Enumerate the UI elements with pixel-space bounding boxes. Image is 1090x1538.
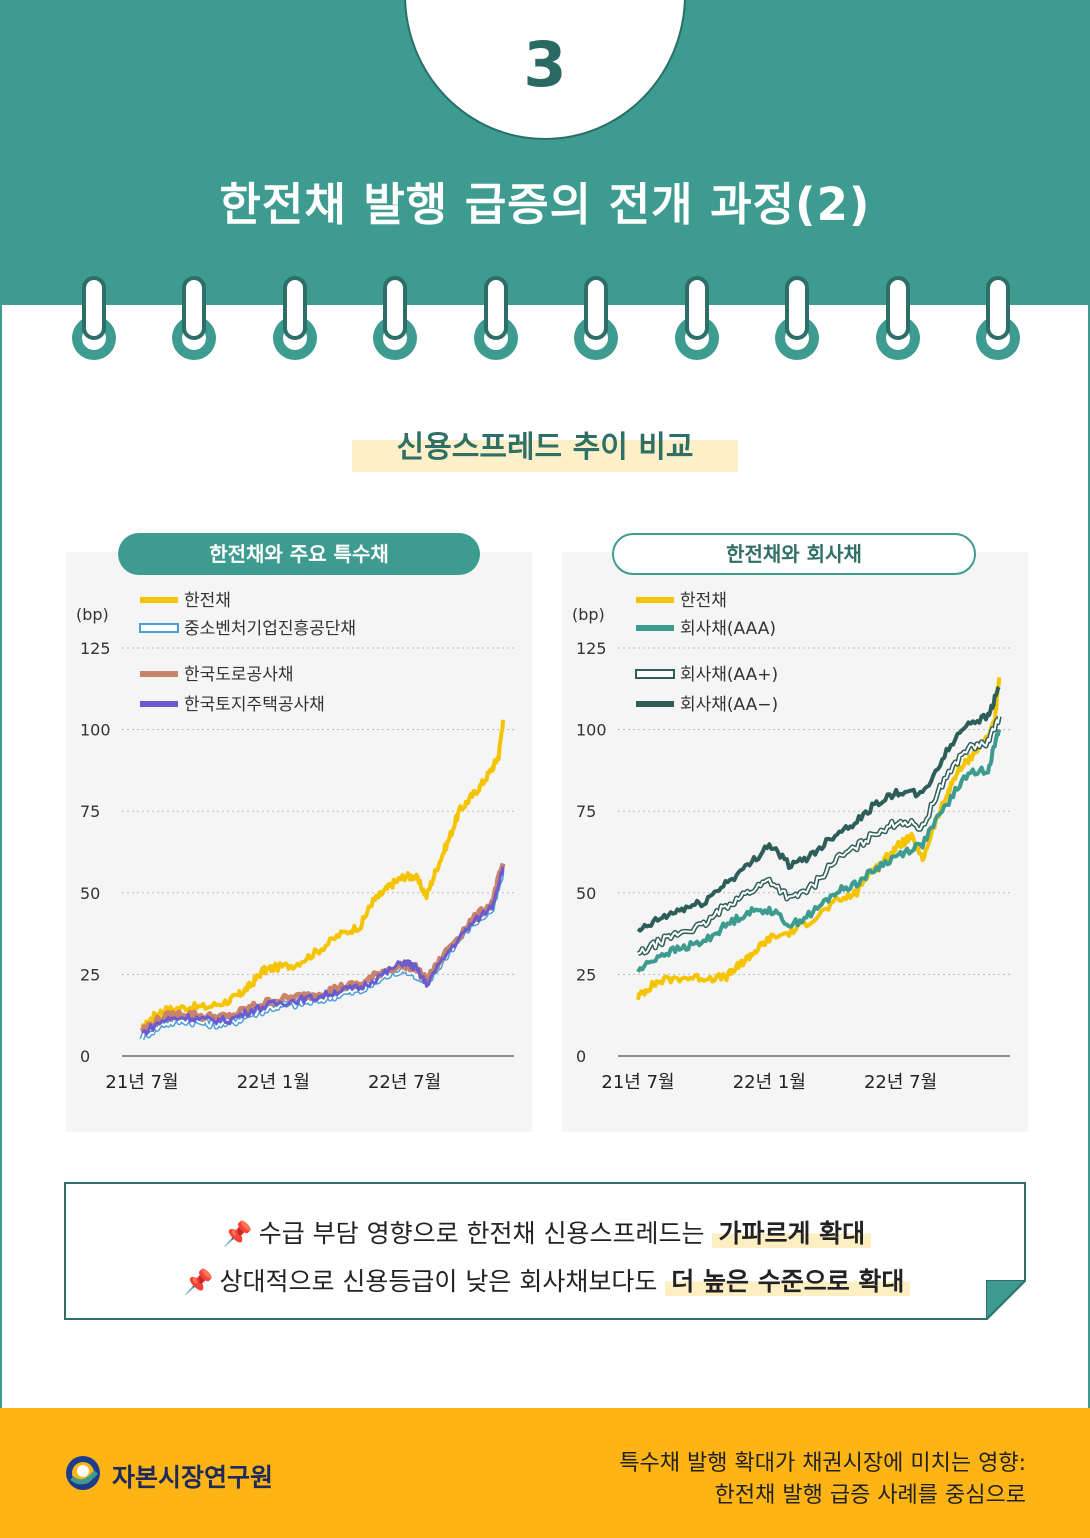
y-tick-label: 75 bbox=[576, 802, 596, 821]
summary-line-1-text: 수급 부담 영향으로 한전채 신용스프레드는 bbox=[258, 1219, 713, 1248]
x-tick-label: 21년 7월 bbox=[105, 1072, 178, 1093]
legend-label: 회사채(AA+) bbox=[680, 665, 778, 685]
series-line bbox=[140, 719, 506, 1033]
legend-label: 회사채(AAA) bbox=[680, 619, 776, 639]
pushpin-icon: 📌 bbox=[222, 1220, 253, 1248]
report-title: 특수채 발행 확대가 채권시장에 미치는 영향: 한전채 발행 급증 사례를 중… bbox=[619, 1448, 1026, 1512]
legend-label: 한전채 bbox=[184, 591, 231, 611]
y-tick-label: 100 bbox=[576, 721, 607, 740]
series-line bbox=[141, 866, 505, 1036]
binder-ring-icon bbox=[172, 276, 216, 360]
series-line-inner bbox=[637, 716, 1001, 955]
x-tick-label: 21년 7월 bbox=[601, 1072, 674, 1093]
section-title: 신용스프레드 추이 비교 bbox=[352, 420, 738, 472]
y-tick-label: 125 bbox=[576, 639, 607, 658]
org-name: 자본시장연구원 bbox=[112, 1463, 274, 1492]
page-fold-icon bbox=[986, 1280, 1026, 1320]
page-footer: 자본시장연구원 특수채 발행 확대가 채권시장에 미치는 영향: 한전채 발행 … bbox=[0, 1408, 1090, 1538]
chart-title-special-bonds: 한전채와 주요 특수채 bbox=[118, 533, 480, 575]
y-axis-unit: (bp) bbox=[76, 605, 109, 624]
org-logo-icon bbox=[66, 1456, 100, 1490]
legend-label: 한국도로공사채 bbox=[184, 665, 293, 685]
chart-corporate-bonds: 0 25 50 75 100 125 (bp) 21년 7월 22년 1월 22년 7월 한전채회사… bbox=[572, 591, 1010, 1093]
chart-title-corporate-bonds: 한전채와 회사채 bbox=[612, 533, 976, 575]
series-line bbox=[636, 685, 1001, 933]
binder-ring-icon bbox=[72, 276, 116, 360]
y-tick-label: 0 bbox=[576, 1047, 586, 1066]
binder-ring-icon bbox=[373, 276, 417, 360]
legend-swatch bbox=[635, 669, 675, 679]
page-header: 3 한전채 발행 급증의 전개 과정(2) bbox=[0, 0, 1090, 305]
legend-label: 회사채(AA−) bbox=[680, 695, 778, 715]
section-title-text: 신용스프레드 추이 비교 bbox=[396, 430, 694, 465]
binder-ring-icon bbox=[474, 276, 518, 360]
summary-line-2-text: 상대적으로 신용등급이 낮은 회사채보다도 bbox=[219, 1267, 666, 1296]
report-title-line-1: 특수채 발행 확대가 채권시장에 미치는 영향: bbox=[619, 1451, 1026, 1476]
binder-ring-icon bbox=[876, 276, 920, 360]
series-line bbox=[636, 729, 1002, 973]
summary-box: 📌 수급 부담 영향으로 한전채 신용스프레드는 가파르게 확대 📌 상대적으로 신… bbox=[64, 1182, 1026, 1320]
legend-swatch bbox=[636, 625, 674, 631]
legend-label: 한국토지주택공사채 bbox=[184, 695, 325, 715]
legend-swatch bbox=[140, 701, 178, 707]
legend-swatch bbox=[140, 671, 178, 677]
legend-swatch bbox=[636, 701, 674, 707]
summary-line-2-emphasis: 더 높은 수준으로 확대 bbox=[665, 1267, 911, 1296]
y-axis-unit: (bp) bbox=[572, 605, 605, 624]
summary-line-2: 📌 상대적으로 신용등급이 낮은 회사채보다도 더 높은 수준으로 확대 bbox=[66, 1262, 1028, 1298]
legend-label: 중소벤처기업진흥공단채 bbox=[184, 619, 356, 639]
org-logo: 자본시장연구원 bbox=[64, 1454, 324, 1494]
summary-line-1-emphasis: 가파르게 확대 bbox=[712, 1219, 872, 1248]
pushpin-icon: 📌 bbox=[183, 1268, 214, 1296]
chart-special-bonds: 0 25 50 75 100 125 (bp) 21년 7월 22년 1월 22년 7월 한전채중소… bbox=[76, 591, 514, 1093]
x-tick-label: 22년 7월 bbox=[864, 1072, 937, 1093]
y-tick-label: 50 bbox=[576, 884, 596, 903]
legend-label: 한전채 bbox=[680, 591, 727, 611]
y-tick-label: 50 bbox=[80, 884, 100, 903]
report-title-line-2: 한전채 발행 급증 사례를 중심으로 bbox=[714, 1483, 1026, 1508]
section-number: 3 bbox=[523, 28, 567, 101]
legend-swatch bbox=[140, 597, 178, 603]
y-tick-label: 100 bbox=[80, 721, 111, 740]
binder-ring-icon bbox=[976, 276, 1020, 360]
y-tick-label: 125 bbox=[80, 639, 111, 658]
summary-line-1: 📌 수급 부담 영향으로 한전채 신용스프레드는 가파르게 확대 bbox=[66, 1214, 1028, 1250]
y-tick-label: 25 bbox=[80, 965, 100, 984]
series-line bbox=[636, 677, 1002, 1001]
y-tick-label: 25 bbox=[576, 965, 596, 984]
page-title: 한전채 발행 급증의 전개 과정(2) bbox=[219, 178, 871, 231]
x-tick-label: 22년 7월 bbox=[368, 1072, 441, 1093]
binder-ring-icon bbox=[574, 276, 618, 360]
legend-swatch bbox=[139, 623, 179, 633]
y-tick-label: 0 bbox=[80, 1047, 90, 1066]
binder-ring-icon bbox=[273, 276, 317, 360]
y-tick-label: 75 bbox=[80, 802, 100, 821]
x-tick-label: 22년 1월 bbox=[733, 1072, 806, 1093]
binder-ring-icon bbox=[675, 276, 719, 360]
x-tick-label: 22년 1월 bbox=[237, 1072, 310, 1093]
binder-ring-icon bbox=[775, 276, 819, 360]
legend-swatch bbox=[636, 597, 674, 603]
